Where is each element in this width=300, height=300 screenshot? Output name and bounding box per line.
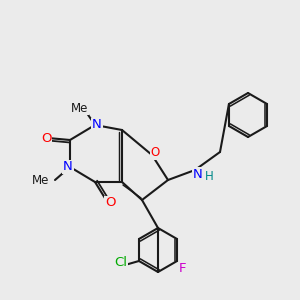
Text: Me: Me [32,173,49,187]
Text: N: N [92,118,102,131]
Text: N: N [63,160,73,173]
Text: N: N [193,167,203,181]
Text: O: O [150,146,160,160]
Text: F: F [178,262,186,275]
Text: O: O [105,196,115,209]
Text: O: O [41,131,51,145]
Text: Cl: Cl [114,256,128,269]
Text: Me: Me [71,101,89,115]
Text: H: H [205,169,214,182]
